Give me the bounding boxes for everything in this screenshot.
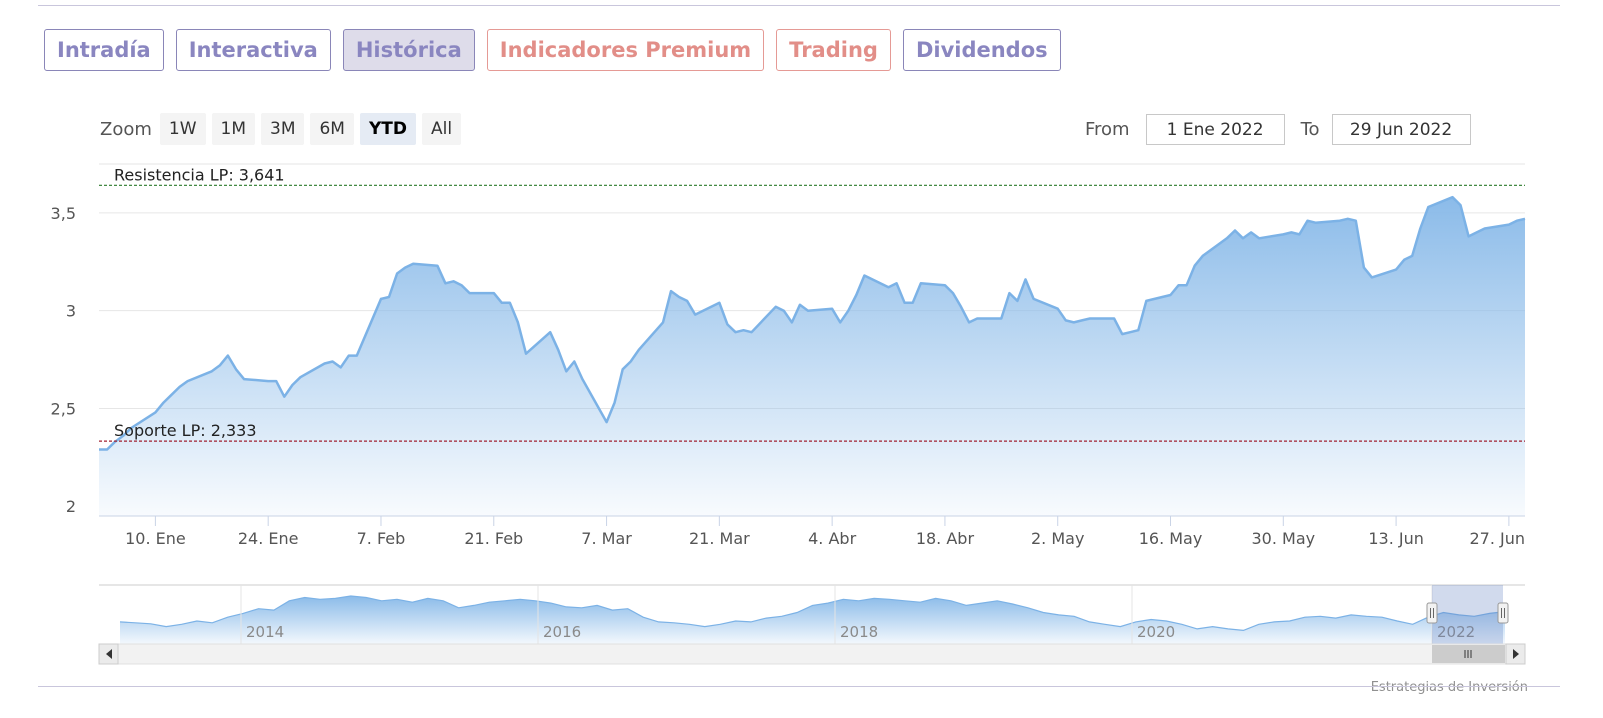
tab-interactiva[interactable]: Interactiva	[175, 29, 331, 71]
y-tick-label: 3	[66, 302, 76, 321]
from-date-input[interactable]: 1 Ene 2022	[1145, 114, 1285, 145]
x-tick-label: 27. Jun	[1469, 529, 1525, 548]
navigator-year-label: 2020	[1137, 623, 1175, 641]
x-tick-label: 21. Mar	[689, 529, 750, 548]
x-tick-label: 13. Jun	[1368, 529, 1424, 548]
navigator-selection[interactable]	[1432, 585, 1503, 644]
navigator-year-label: 2018	[840, 623, 878, 641]
series-line	[99, 195, 1526, 451]
x-tick-label: 18. Abr	[916, 529, 975, 548]
x-tick-label: 24. Ene	[238, 529, 299, 548]
navigator: 2014 2016 2018 2020 2022	[98, 584, 1526, 665]
zoom-controls: Zoom 1W 1M 3M 6M YTD All	[100, 113, 462, 145]
from-label: From	[1085, 119, 1130, 140]
top-divider	[38, 5, 1560, 6]
x-tick-label: 30. May	[1252, 529, 1316, 548]
navigator-line	[119, 595, 1506, 632]
support-label: Soporte LP: 2,333	[114, 421, 257, 440]
scrollbar-track[interactable]	[98, 643, 1526, 665]
zoom-button-3m[interactable]: 3M	[261, 113, 305, 145]
tab-histórica[interactable]: Histórica	[342, 29, 475, 71]
zoom-button-1m[interactable]: 1M	[211, 113, 255, 145]
navigator-year-label: 2022	[1437, 623, 1475, 641]
series-area	[99, 197, 1525, 516]
y-tick-label: 3,5	[51, 204, 76, 223]
x-tick-label: 4. Abr	[808, 529, 856, 548]
bottom-divider	[38, 686, 1560, 687]
zoom-button-group: 1W 1M 3M 6M YTD All	[159, 113, 462, 145]
navigator-right-handle[interactable]	[1497, 602, 1509, 624]
date-range: From 1 Ene 2022 To 29 Jun 2022	[1085, 114, 1471, 145]
plot-lines: Resistencia LP: 3,641 Soporte LP: 2,333	[99, 165, 1525, 442]
x-tick-label: 21. Feb	[464, 529, 523, 548]
tab-indicadores-premium[interactable]: Indicadores Premium	[486, 29, 765, 71]
x-tick-label: 7. Mar	[581, 529, 632, 548]
navigator-year-label: 2016	[543, 623, 581, 641]
x-tick-label: 16. May	[1139, 529, 1203, 548]
zoom-button-1w[interactable]: 1W	[159, 113, 206, 145]
navigator-area	[120, 596, 1505, 644]
y-tick-label: 2,5	[51, 399, 76, 418]
tab-dividendos[interactable]: Dividendos	[902, 29, 1061, 71]
zoom-button-all[interactable]: All	[422, 113, 462, 145]
zoom-button-6m[interactable]: 6M	[310, 113, 354, 145]
scroll-left-arrow-icon	[106, 649, 112, 659]
credit-text: Estrategias de Inversión	[1370, 680, 1528, 695]
chart-type-tabs: Intradía Interactiva Histórica Indicadores …	[44, 29, 1061, 73]
x-tick-label: 2. May	[1031, 529, 1084, 548]
tab-trading[interactable]: Trading	[776, 29, 891, 71]
navigator-left-handle[interactable]	[1426, 602, 1438, 624]
x-tick-label: 7. Feb	[357, 529, 406, 548]
zoom-label: Zoom	[100, 118, 152, 140]
axes: 2 2,5 3 3,5 10. Ene 24. Ene 7. Feb 21. Feb 7. Ma…	[51, 204, 1525, 548]
to-date-input[interactable]: 29 Jun 2022	[1331, 114, 1471, 145]
y-tick-label: 2	[66, 497, 76, 516]
to-label: To	[1300, 119, 1320, 140]
zoom-button-ytd[interactable]: YTD	[359, 113, 416, 145]
navigator-year-label: 2014	[246, 623, 284, 641]
x-tick-label: 10. Ene	[125, 529, 186, 548]
resistance-label: Resistencia LP: 3,641	[114, 165, 285, 184]
scroll-right-arrow-icon	[1513, 649, 1519, 659]
tab-intradía[interactable]: Intradía	[44, 29, 164, 71]
